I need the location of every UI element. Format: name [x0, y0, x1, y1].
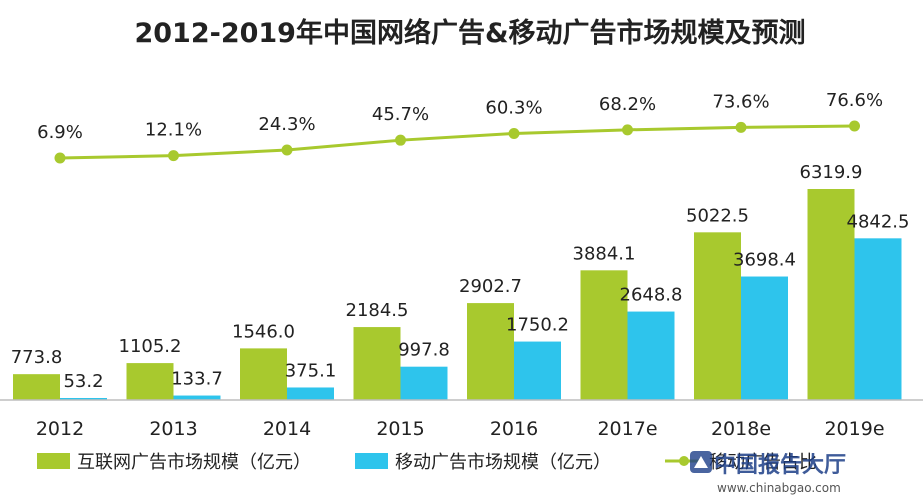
share-label-2015: 45.7%: [372, 104, 429, 125]
legend-swatch-internet: [37, 453, 70, 469]
label-internet-2013: 1105.2: [119, 336, 182, 357]
label-mobile-2014: 375.1: [285, 360, 337, 381]
x-tick-2016: 2016: [490, 418, 538, 440]
bar-internet-2015: [353, 327, 401, 400]
x-tick-2012: 2012: [36, 418, 84, 440]
label-mobile-2017e: 2648.8: [620, 285, 683, 306]
watermark: 中国报告大厅 www.chinabgao.com: [690, 451, 846, 495]
label-mobile-2012: 53.2: [63, 371, 103, 392]
label-mobile-2016: 1750.2: [506, 315, 569, 336]
share-label-2016: 60.3%: [485, 97, 542, 118]
share-label-2013: 12.1%: [145, 120, 202, 141]
share-point-2013: [168, 150, 179, 162]
bar-mobile-2018e: [741, 276, 788, 400]
share-label-2019e: 76.6%: [826, 90, 883, 111]
label-internet-2018e: 5022.5: [686, 205, 749, 226]
bar-internet-2014: [240, 348, 287, 400]
legend-label-share: 移动广告占比: [709, 452, 817, 473]
bar-mobile-2014: [287, 387, 334, 400]
legend-label-internet: 互联网广告市场规模（亿元）: [77, 452, 311, 473]
x-tick-2014: 2014: [263, 418, 311, 440]
legend-swatch-share-point: [679, 456, 689, 466]
share-point-2014: [281, 144, 293, 156]
label-mobile-2018e: 3698.4: [733, 250, 796, 271]
label-mobile-2019e: 4842.5: [847, 211, 910, 232]
bar-mobile-2016: [514, 341, 561, 400]
bar-mobile-2013: [173, 395, 221, 400]
x-tick-labels: 2012 2013 2014 2015 2016 2017e 2018e 2019e: [36, 418, 885, 440]
share-point-2017e: [622, 124, 633, 136]
x-tick-2019e: 2019e: [824, 418, 884, 440]
label-internet-2015: 2184.5: [346, 300, 409, 321]
bar-internet-2017e: [580, 270, 628, 400]
bar-internet-2019e: [807, 189, 855, 400]
share-point-2019e: [849, 120, 860, 132]
label-internet-2012: 773.8: [11, 347, 63, 368]
label-internet-2014: 1546.0: [232, 321, 295, 342]
share-point-2015: [395, 134, 406, 146]
share-label-2014: 24.3%: [258, 114, 315, 135]
watermark-logo-icon: [690, 451, 712, 473]
share-label-2012: 6.9%: [37, 122, 83, 143]
bar-mobile-2017e: [627, 311, 675, 400]
share-point-2012: [54, 152, 66, 164]
bars-layer: 773.853.2 1105.2 133.7 1546.0 375.1 2184.5 997…: [11, 162, 910, 400]
bar-internet-2013: [126, 363, 174, 400]
label-internet-2016: 2902.7: [459, 276, 522, 297]
share-line-layer: 6.9% 12.1% 24.3% 45.7% 60.3% 68.2% 73.6% 76.6%: [37, 90, 883, 164]
label-internet-2017e: 3884.1: [573, 243, 636, 264]
label-mobile-2013: 133.7: [171, 369, 223, 390]
watermark-brand: 中国报告大厅: [714, 453, 846, 478]
bar-mobile-2012: [60, 398, 107, 400]
share-point-2016: [508, 127, 520, 139]
legend-label-mobile: 移动广告市场规模（亿元）: [395, 452, 611, 473]
bar-internet-2018e: [694, 232, 741, 400]
share-line: [59, 124, 855, 160]
share-label-2017e: 68.2%: [599, 94, 656, 115]
x-tick-2018e: 2018e: [711, 418, 771, 440]
bar-mobile-2015: [400, 366, 448, 400]
watermark-url: www.chinabgao.com: [717, 481, 841, 495]
share-label-2018e: 73.6%: [712, 91, 769, 112]
x-tick-2015: 2015: [376, 418, 424, 440]
bar-mobile-2019e: [854, 238, 902, 400]
legend-swatch-mobile: [355, 453, 388, 469]
label-mobile-2015: 997.8: [398, 340, 450, 361]
legend: 互联网广告市场规模（亿元） 移动广告市场规模（亿元） 移动广告占比: [37, 452, 817, 473]
label-internet-2019e: 6319.9: [800, 162, 863, 183]
bar-internet-2012: [13, 374, 60, 400]
x-tick-2017e: 2017e: [597, 418, 657, 440]
bar-internet-2016: [467, 303, 514, 400]
share-point-2018e: [735, 121, 747, 133]
chart-title: 2012-2019年中国网络广告&移动广告市场规模及预测: [134, 17, 805, 49]
x-tick-2013: 2013: [149, 418, 197, 440]
